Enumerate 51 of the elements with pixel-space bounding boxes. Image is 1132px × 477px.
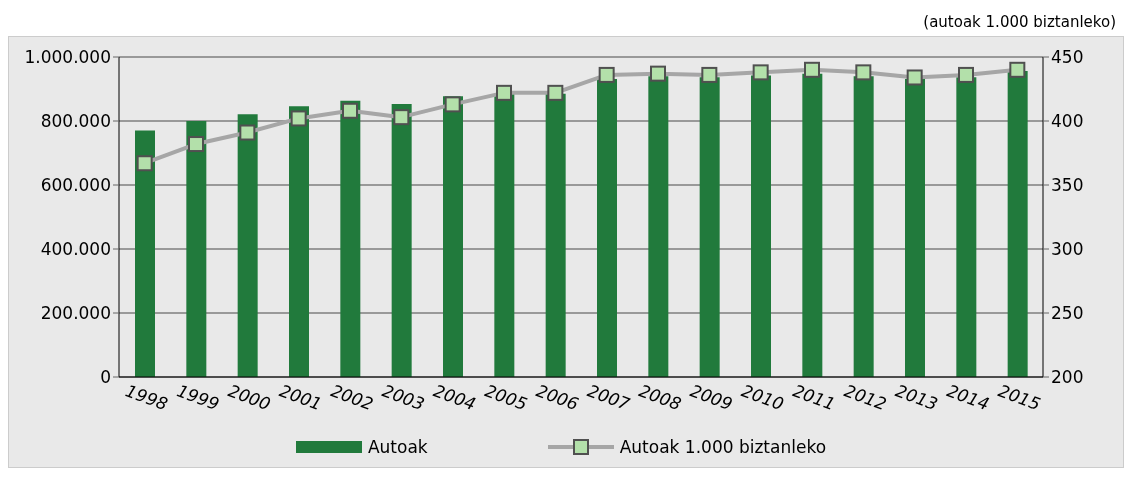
bar [545,93,566,377]
bar [699,77,720,377]
bar [1007,71,1028,377]
y-tick-label: 1.000.000 [24,47,111,68]
y2-tick-label: 300 [1051,239,1084,260]
bar [802,73,823,377]
x-tick-label: 1999 [174,380,222,415]
bar [648,76,669,377]
x-tick-label: 2011 [790,380,838,415]
x-tick-label: 2012 [841,380,890,415]
x-tick-label: 2015 [995,380,1044,415]
bar [443,96,463,377]
x-tick-label: 2013 [892,380,941,415]
y2-tick-label: 450 [1051,47,1084,68]
x-tick-label: 2014 [944,380,992,415]
x-tick-label: 2000 [225,380,274,415]
y-tick-label: 600.000 [40,175,111,196]
bar [186,121,207,377]
x-tick-label: 1998 [122,380,171,415]
y2-tick-label: 400 [1051,111,1084,132]
x-tick-label: 2005 [482,380,530,415]
y-tick-label: 0 [100,367,111,388]
bar [853,76,874,377]
x-tick-label: 2009 [687,380,736,415]
bar [237,114,258,377]
y2-tick-label: 350 [1051,175,1084,196]
bar [905,79,925,377]
y-tick-label: 800.000 [40,111,111,132]
bar [597,79,617,377]
x-tick-label: 2002 [328,380,376,415]
y2-tick-label: 200 [1051,367,1084,388]
bar [494,93,515,377]
x-tick-label: 2006 [533,380,582,415]
bar [391,104,412,377]
bar [135,130,155,377]
y-tick-label: 200.000 [40,303,111,324]
x-tick-label: 2003 [379,380,428,415]
x-tick-label: 2001 [276,380,325,415]
bar [751,75,771,377]
bar [956,77,977,377]
y-tick-label: 400.000 [40,239,111,260]
bar [289,106,309,377]
x-tick-label: 2008 [636,380,684,415]
bar [340,100,361,377]
x-tick-label: 2010 [738,380,787,415]
legend-label: Autoak 1.000 biztanleko [618,437,827,457]
text: (autoak 1.000 biztanleko) [923,13,1116,31]
legend-label: Autoak [366,437,428,457]
x-tick-label: 2007 [584,380,633,415]
y2-tick-label: 250 [1051,303,1084,324]
x-tick-label: 2004 [430,380,479,415]
